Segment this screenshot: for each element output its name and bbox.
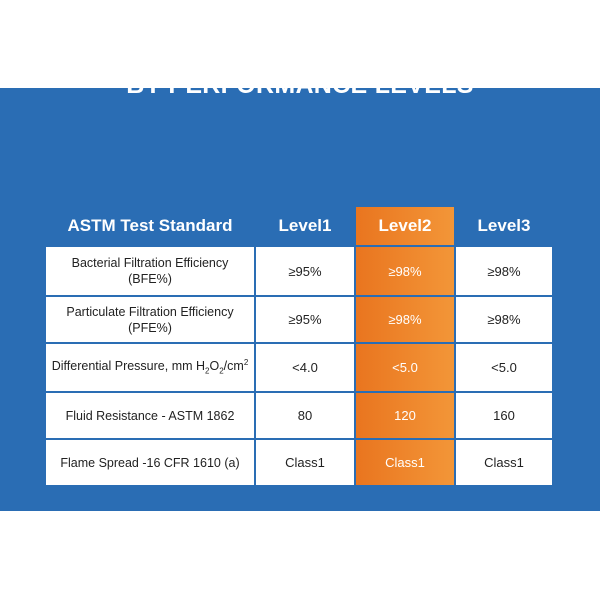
value-cell: ≥95% [256,297,354,342]
table-row: Fluid Resistance - ASTM 1862 80 120 160 [46,393,552,438]
label-line: (BFE%) [128,272,172,286]
value-cell: Class1 [256,440,354,485]
label-line: Fluid Resistance - ASTM 1862 [65,408,235,423]
label-part: /cm [223,359,244,374]
column-header: Level3 [477,216,531,235]
value-cell: ≥98% [356,297,454,342]
table-row: Differential Pressure, mm H2O2/cm2 <4.0 <5… [46,344,552,391]
value-cell: <4.0 [256,344,354,391]
value-cell: 120 [356,393,454,438]
label-line: Particulate Filtration Efficiency [66,304,234,319]
label-part: 2 [243,358,249,368]
value-cell: Class1 [456,440,552,485]
row-label: Flame Spread -16 CFR 1610 (a) [46,440,254,485]
table-row: Particulate Filtration Efficiency (PFE%) ≥… [46,297,552,342]
table-row: Bacterial Filtration Efficiency (BFE%) ≥95… [46,247,552,295]
label-part: 2 [219,366,224,376]
column-header: Level1 [278,216,332,235]
column-header: Level2 [356,207,454,245]
value-cell: ≥98% [356,247,454,295]
value-cell: ≥98% [456,247,552,295]
value-cell: <5.0 [356,344,454,391]
value-cell: Class1 [356,440,454,485]
header-row: ASTM Test Standard Level1 Level2 Level3 [46,207,552,245]
title-line: MEDICAL FACE MASK REQUIREMENTS [57,38,543,66]
row-label: Fluid Resistance - ASTM 1862 [46,393,254,438]
label-line: (PFE%) [128,320,172,335]
table-row: Flame Spread -16 CFR 1610 (a) Class1 Class… [46,440,552,485]
row-label: Particulate Filtration Efficiency (PFE%) [46,297,254,342]
row-label: Bacterial Filtration Efficiency (BFE%) [46,247,254,295]
title-line: BY PERFORMANCE LEVELS [126,71,474,99]
label-line: Flame Spread -16 CFR 1610 (a) [60,455,240,470]
label-line: Bacterial Filtration Efficiency [71,256,229,270]
label-part: O [209,359,220,374]
value-cell: ≥95% [256,247,354,295]
value-cell: ≥98% [456,297,552,342]
title: MEDICAL FACE MASK REQUIREMENTS BY PERFOR… [0,36,600,102]
value-cell: 160 [456,393,552,438]
label-part: Differential Pressure, mm H [51,359,206,374]
row-label: Differential Pressure, mm H2O2/cm2 [46,344,254,391]
column-header: ASTM Test Standard [67,216,233,235]
label-part: 2 [205,366,210,376]
requirements-table: ASTM Test Standard Level1 Level2 Level3 … [44,205,554,487]
value-cell: <5.0 [456,344,552,391]
value-cell: 80 [256,393,354,438]
